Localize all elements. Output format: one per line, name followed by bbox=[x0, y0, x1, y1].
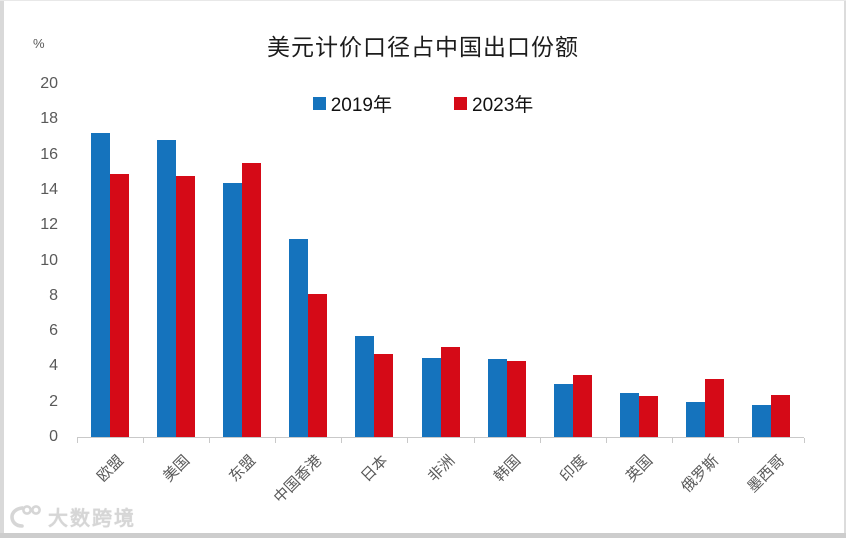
y-axis-tick-label: 0 bbox=[49, 428, 58, 445]
x-axis-tick bbox=[540, 438, 541, 443]
watermark-logo-icon bbox=[10, 504, 41, 528]
legend-item: 2019年 bbox=[312, 90, 392, 117]
x-axis-category-label: 东盟 bbox=[226, 452, 260, 486]
bar-2023 bbox=[242, 163, 261, 437]
x-axis-category-label: 非洲 bbox=[425, 452, 459, 486]
x-axis-tick bbox=[275, 438, 276, 443]
x-axis-tick bbox=[209, 438, 210, 443]
x-axis-line bbox=[77, 437, 804, 438]
legend-label: 2019年 bbox=[330, 94, 392, 116]
bottom-border bbox=[0, 533, 846, 538]
bar-2019 bbox=[752, 405, 771, 437]
y-axis-tick-label: 12 bbox=[40, 216, 58, 234]
bar-2023 bbox=[374, 354, 393, 437]
x-axis-tick bbox=[804, 438, 805, 443]
x-axis-tick bbox=[341, 438, 342, 443]
chart-title: 美元计价口径占中国出口份额 bbox=[267, 35, 579, 60]
bar-2023 bbox=[308, 294, 327, 437]
x-axis-category-label: 美国 bbox=[160, 452, 194, 486]
bar-2023 bbox=[705, 379, 724, 437]
y-axis-tick-label: 8 bbox=[49, 286, 58, 304]
bar-2019 bbox=[554, 384, 573, 437]
x-axis-category-label: 欧盟 bbox=[94, 452, 128, 486]
x-axis-category-label: 日本 bbox=[358, 452, 392, 486]
x-axis-tick bbox=[672, 438, 673, 443]
y-axis-tick-label: 6 bbox=[49, 322, 58, 340]
bar-2023 bbox=[573, 375, 592, 437]
x-axis-category-label: 墨西哥 bbox=[744, 452, 789, 496]
bar-2019 bbox=[686, 402, 705, 437]
x-axis-tick bbox=[407, 438, 408, 443]
x-axis-category-label: 韩国 bbox=[491, 452, 525, 486]
x-axis-category-label: 英国 bbox=[623, 452, 657, 486]
legend-item: 2023年 bbox=[454, 90, 533, 117]
chart-legend: 2019年 2023年 bbox=[0, 90, 846, 117]
x-axis-tick bbox=[606, 438, 607, 443]
x-axis-category-label: 印度 bbox=[557, 452, 591, 486]
bar-2023 bbox=[441, 347, 460, 437]
x-axis-tick bbox=[77, 438, 78, 443]
bar-2019 bbox=[157, 140, 176, 437]
y-axis-tick-label: 2 bbox=[49, 392, 58, 410]
y-axis-unit-label: % bbox=[33, 36, 45, 51]
bar-2023 bbox=[110, 174, 129, 437]
left-border bbox=[0, 1, 4, 538]
y-axis-tick-label: 18 bbox=[40, 110, 58, 128]
y-axis-tick-label: 20 bbox=[40, 75, 58, 92]
y-axis-tick-label: 14 bbox=[40, 180, 58, 198]
legend-label: 2023年 bbox=[472, 94, 534, 116]
bar-2019 bbox=[488, 359, 507, 437]
bar-2019 bbox=[223, 183, 242, 437]
y-axis-tick-label: 16 bbox=[40, 145, 58, 163]
bar-2019 bbox=[620, 393, 639, 437]
bar-2023 bbox=[176, 176, 195, 437]
bar-2019 bbox=[91, 133, 110, 437]
bar-2019 bbox=[422, 358, 441, 437]
x-axis-tick bbox=[474, 438, 475, 443]
bar-2019 bbox=[355, 336, 374, 437]
legend-swatch-icon bbox=[312, 96, 326, 110]
bar-2023 bbox=[639, 396, 658, 437]
bar-2023 bbox=[507, 361, 526, 437]
y-axis-tick-label: 10 bbox=[40, 251, 58, 269]
right-border bbox=[844, 1, 846, 538]
legend-swatch-icon bbox=[454, 96, 467, 110]
watermark-text: 大数跨境 bbox=[48, 508, 136, 530]
bar-2023 bbox=[771, 395, 790, 437]
bar-2019 bbox=[289, 239, 308, 437]
x-axis-tick bbox=[738, 438, 739, 443]
watermark: 大数跨境 bbox=[8, 502, 136, 531]
y-axis-tick-label: 4 bbox=[49, 357, 58, 375]
x-axis-category-label: 中国香港 bbox=[271, 452, 326, 507]
x-axis-tick bbox=[143, 438, 144, 443]
x-axis-category-label: 俄罗斯 bbox=[678, 452, 723, 496]
